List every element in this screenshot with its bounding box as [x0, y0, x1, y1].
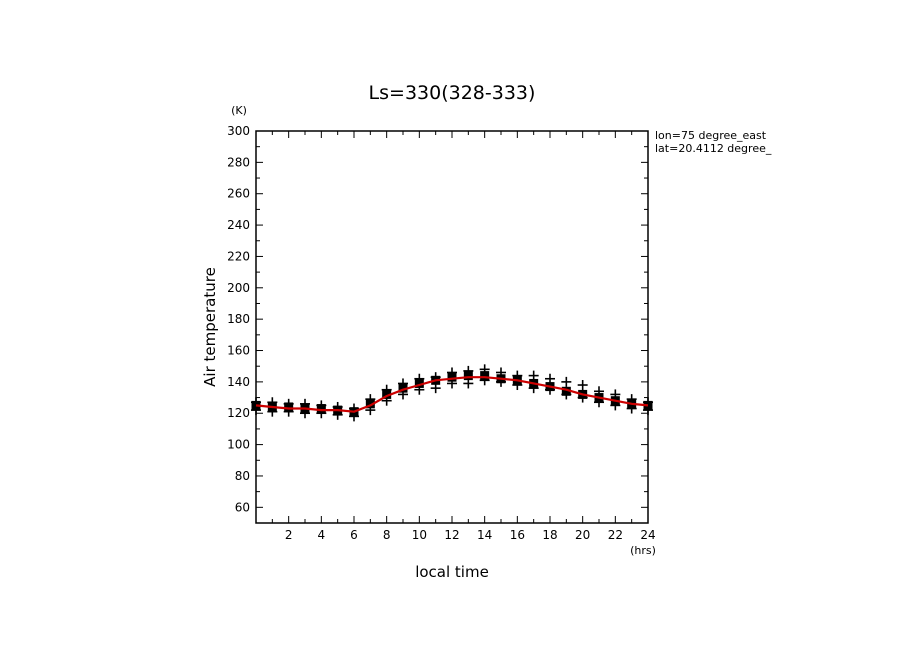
data-point-plus [479, 364, 490, 375]
data-point-plus [561, 376, 572, 387]
x-axis-label: local time [415, 563, 489, 581]
data-point-plus [594, 397, 604, 408]
data-point-plus [626, 403, 637, 414]
y-tick-label: 200 [227, 281, 250, 295]
data-point-plus [414, 373, 425, 384]
data-point-plus [496, 367, 506, 378]
axis-ticks: 2 4 6 8 10 12 14 16 18 20 22 2460801001201401601802… [227, 124, 656, 542]
data-point-plus [610, 400, 621, 411]
data-point-plus [300, 408, 310, 419]
y-tick-label: 220 [227, 249, 250, 263]
x-tick-label: 6 [350, 528, 358, 542]
data-point-plus [349, 411, 359, 422]
y-tick-label: 60 [235, 500, 250, 514]
x-tick-label: 8 [383, 528, 391, 542]
fit-line [255, 376, 649, 413]
data-point-plus [447, 378, 457, 389]
data-point-plus [414, 384, 425, 395]
y-tick-label: 300 [227, 124, 250, 138]
y-tick-label: 280 [227, 155, 250, 169]
data-point-plus [267, 406, 278, 417]
annotation-lon: lon=75 degree_east [655, 129, 767, 142]
x-unit-label: (hrs) [630, 544, 656, 557]
data-point-plus [381, 384, 392, 395]
y-unit-label: (K) [231, 104, 247, 117]
y-axis-label: Air temperature [201, 267, 219, 387]
x-tick-label: 10 [412, 528, 427, 542]
x-tick-label: 24 [640, 528, 655, 542]
data-point-plus [643, 405, 653, 416]
annotation-lat: lat=20.4112 degree_ [655, 142, 772, 155]
y-tick-label: 100 [227, 438, 250, 452]
x-tick-label: 12 [444, 528, 459, 542]
x-tick-label: 16 [510, 528, 525, 542]
x-tick-label: 18 [542, 528, 557, 542]
data-point-plus [300, 398, 310, 409]
data-point-plus [251, 405, 261, 416]
data-point-plus [398, 378, 408, 389]
x-tick-label: 20 [575, 528, 590, 542]
data-point-plus [512, 380, 523, 391]
data-point-plus [365, 394, 376, 405]
data-marks [251, 364, 653, 422]
x-tick-label: 14 [477, 528, 492, 542]
data-point-plus [398, 389, 408, 400]
y-tick-label: 180 [227, 312, 250, 326]
y-tick-label: 240 [227, 218, 250, 232]
data-point-plus [626, 394, 637, 405]
data-point-plus [463, 365, 474, 376]
data-point-plus [561, 389, 572, 400]
data-point-plus [365, 405, 376, 416]
data-point-plus [463, 378, 474, 389]
y-tick-label: 160 [227, 344, 250, 358]
y-tick-label: 260 [227, 187, 250, 201]
data-point-plus [332, 409, 343, 420]
data-point-plus [447, 367, 457, 378]
chart-title: Ls=330(328-333) [369, 82, 536, 104]
y-tick-label: 140 [227, 375, 250, 389]
data-point-plus [430, 383, 441, 394]
data-point-plus [267, 397, 278, 408]
data-point-plus [512, 370, 523, 381]
y-tick-label: 120 [227, 406, 250, 420]
data-point-plus [528, 383, 539, 394]
data-point-plus [528, 370, 539, 381]
plot-frame [255, 130, 649, 524]
data-point-plus [610, 389, 621, 400]
y-tick-label: 80 [235, 469, 250, 483]
data-point-plus [545, 373, 555, 384]
x-tick-label: 2 [285, 528, 293, 542]
x-tick-label: 22 [608, 528, 623, 542]
data-point-plus [577, 380, 588, 391]
data-point-plus [381, 395, 392, 406]
data-point-plus [594, 386, 604, 397]
x-tick-label: 4 [318, 528, 326, 542]
